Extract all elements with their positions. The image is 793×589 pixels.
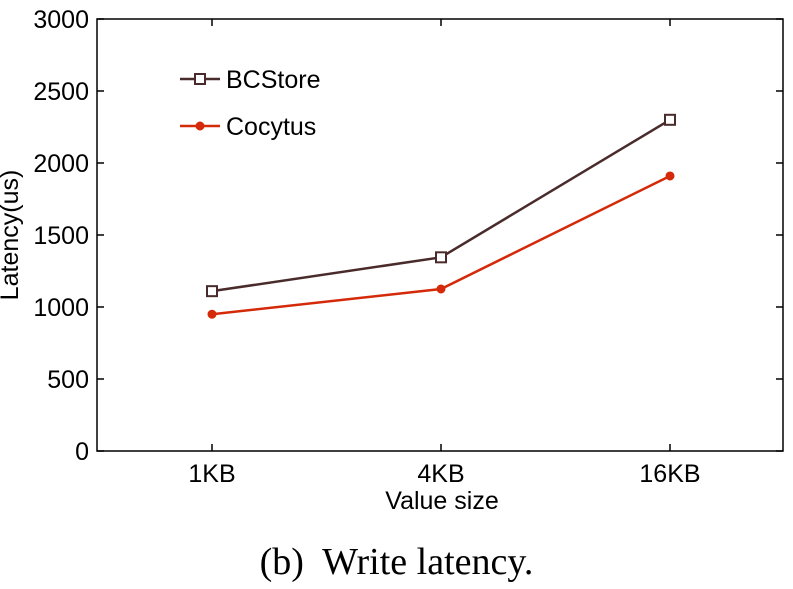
y-axis-label: Latency(us): [0, 170, 24, 301]
data-point-bcstore: [206, 285, 218, 298]
y-tick-label: 1500: [33, 222, 89, 250]
data-point-bcstore: [435, 251, 447, 264]
x-axis-label: Value size: [385, 487, 499, 515]
legend-label-bcstore: BCStore: [226, 66, 320, 94]
y-tick-label: 500: [47, 366, 89, 394]
x-tick-label: 16KB: [639, 460, 700, 488]
chart: 0 500 1000 1500 2000 2500 3000 1KB 4KB 16KB BCSt…: [0, 6, 784, 515]
x-tick-label: 4KB: [417, 460, 464, 488]
data-point-bcstore: [664, 113, 676, 126]
legend-label-cocytus: Cocytus: [226, 113, 316, 141]
y-tick-label: 0: [75, 438, 89, 466]
data-point-cocytus: [665, 171, 675, 181]
y-tick-label: 2500: [33, 78, 89, 106]
y-tick-label: 3000: [33, 6, 89, 34]
x-tick-label: 1KB: [188, 460, 235, 488]
data-point-cocytus: [207, 309, 217, 319]
y-tick-label: 2000: [33, 150, 89, 178]
legend-marker-cocytus: [195, 121, 205, 131]
data-point-cocytus: [436, 284, 446, 294]
y-tick-label: 1000: [33, 294, 89, 322]
figure-caption: (b) Write latency.: [259, 541, 534, 583]
legend-marker-bcstore: [194, 73, 206, 85]
series-line-bcstore: [211, 118, 671, 293]
